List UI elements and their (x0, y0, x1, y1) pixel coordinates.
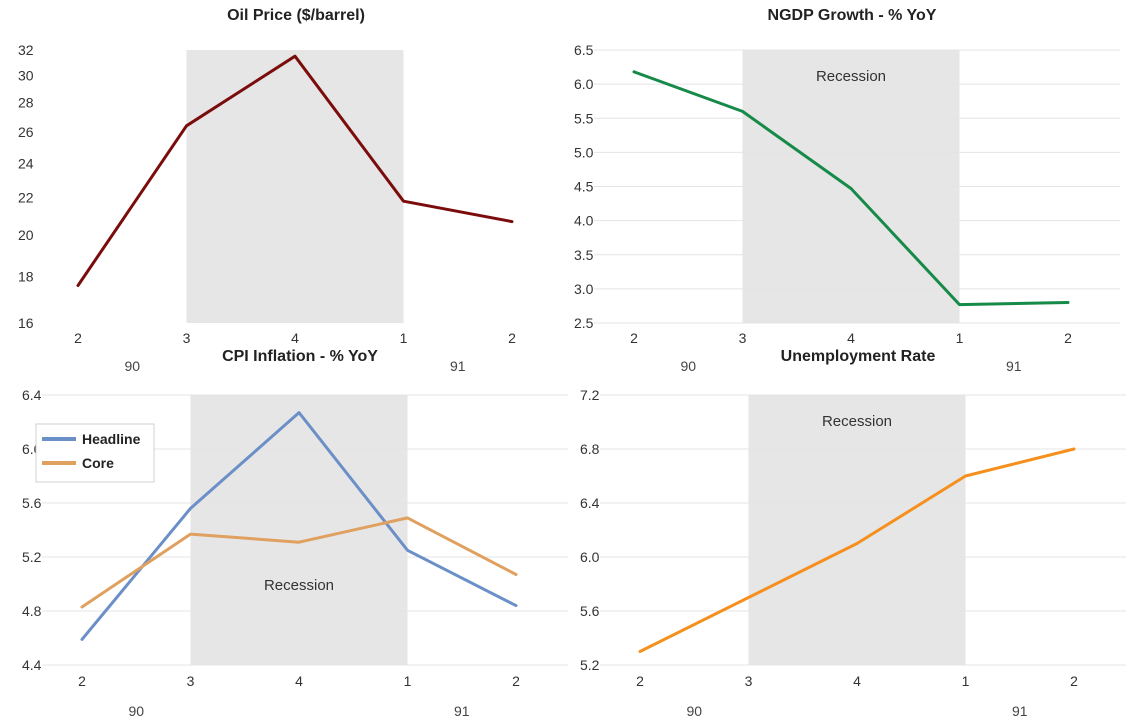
y-tick-label: 30 (18, 67, 34, 83)
y-tick-label: 6.0 (580, 549, 600, 565)
series-line (76, 54, 514, 287)
chart-panel-3: Recession CPI Inflation - % YoY 4.4 4.8 5.2 5… (22, 348, 568, 719)
recession-shade (186, 50, 404, 323)
y-tick-label: 5.6 (580, 603, 600, 619)
y-tick-label: 20 (18, 227, 34, 243)
y-tick-label: 6.5 (574, 42, 594, 58)
y-tick-label: 16 (18, 315, 34, 331)
y-tick-label: 6.0 (574, 76, 594, 92)
x-tick-label: 2 (508, 330, 516, 346)
legend-box (35, 423, 155, 483)
x-tick-label: 1 (400, 330, 408, 346)
y-tick-label: 28 (18, 95, 34, 111)
y-tick-label: 2.5 (574, 315, 594, 331)
chart-panel-4: Recession Unemployment Rate 5.2 5.6 6.0 6.4 6.… (580, 348, 1126, 719)
x-tick-label: 1 (956, 330, 964, 346)
recession-label: Recession (816, 68, 886, 85)
x-tick-label: 4 (847, 330, 855, 346)
year-label: 91 (1012, 703, 1028, 719)
x-tick-label: 2 (512, 673, 520, 689)
x-tick-label: 4 (291, 330, 299, 346)
chart-title: Oil Price ($/barrel) (227, 7, 365, 24)
y-tick-label: 6.4 (580, 495, 600, 511)
recession-shade (190, 395, 408, 665)
series-line (638, 447, 1076, 653)
y-tick-label: 3.0 (574, 281, 594, 297)
y-tick-label: 26 (18, 124, 34, 140)
y-tick-label: 4.5 (574, 179, 594, 195)
x-tick-label: 4 (295, 673, 303, 689)
y-tick-label: 5.2 (22, 549, 42, 565)
x-tick-label: 2 (1070, 673, 1078, 689)
x-tick-label: 3 (187, 673, 195, 689)
y-tick-label: 18 (18, 269, 34, 285)
y-tick-label: 5.5 (574, 110, 594, 126)
y-tick-label: 5.0 (574, 144, 594, 160)
series-line (80, 411, 518, 641)
chart-panel-2: Recession NGDP Growth - % YoY 2.5 3.0 3.5 4.0… (574, 7, 1120, 374)
y-tick-label: 4.8 (22, 603, 42, 619)
chart-title: Unemployment Rate (781, 348, 936, 365)
x-tick-label: 3 (183, 330, 191, 346)
y-tick-label: 4.4 (22, 657, 42, 673)
recession-shade (748, 395, 966, 665)
x-tick-label: 3 (745, 673, 753, 689)
series-line (632, 70, 1070, 307)
year-label: 90 (686, 703, 702, 719)
year-label: 91 (1006, 358, 1022, 374)
x-tick-label: 1 (404, 673, 412, 689)
x-tick-label: 4 (853, 673, 861, 689)
x-tick-label: 2 (636, 673, 644, 689)
recession-label: Recession (822, 413, 892, 430)
year-label: 91 (450, 358, 466, 374)
y-tick-label: 32 (18, 42, 34, 58)
x-tick-label: 2 (630, 330, 638, 346)
year-label: 91 (454, 703, 470, 719)
y-tick-label: 3.5 (574, 247, 594, 263)
recession-label: Recession (264, 577, 334, 594)
x-tick-label: 2 (1064, 330, 1072, 346)
y-tick-label: 5.2 (580, 657, 600, 673)
y-tick-label: 22 (18, 190, 34, 206)
x-tick-label: 2 (78, 673, 86, 689)
legend-label: Headline (82, 431, 141, 447)
chart-title: CPI Inflation - % YoY (222, 348, 378, 365)
x-tick-label: 2 (74, 330, 82, 346)
y-tick-label: 24 (18, 155, 34, 171)
y-tick-label: 4.0 (574, 213, 594, 229)
year-label: 90 (128, 703, 144, 719)
x-tick-label: 1 (962, 673, 970, 689)
series-line (80, 516, 518, 609)
x-tick-label: 3 (739, 330, 747, 346)
year-label: 90 (124, 358, 140, 374)
y-tick-label: 6.8 (580, 441, 600, 457)
year-label: 90 (680, 358, 696, 374)
y-tick-label: 7.2 (580, 387, 600, 403)
chart-title: NGDP Growth - % YoY (768, 7, 937, 24)
y-tick-label: 5.6 (22, 495, 42, 511)
legend-label: Core (82, 455, 114, 471)
y-tick-label: 6.4 (22, 387, 42, 403)
